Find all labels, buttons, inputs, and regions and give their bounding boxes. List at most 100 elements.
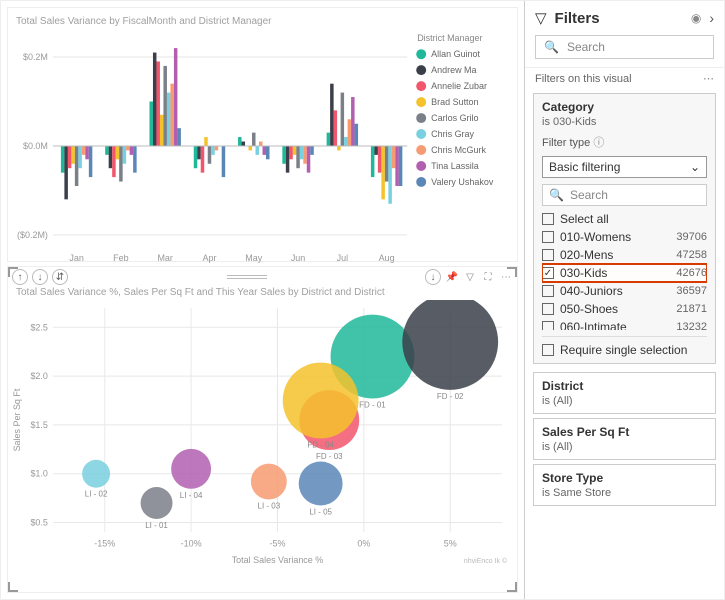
filter-type-label: Filter type ⓘ <box>542 134 707 150</box>
checkbox-icon: ✓ <box>542 267 554 279</box>
svg-text:0%: 0% <box>357 538 370 548</box>
focus-icon[interactable]: ⛶ <box>481 269 495 285</box>
option-label: 010-Womens <box>560 230 670 244</box>
checkbox-icon <box>542 321 554 330</box>
svg-text:-15%: -15% <box>94 538 115 548</box>
search-icon: 🔍 <box>549 188 564 202</box>
filter-option[interactable]: Select all <box>542 210 707 228</box>
svg-text:($0.2M): ($0.2M) <box>17 230 48 240</box>
svg-text:Total Sales Variance %: Total Sales Variance % <box>232 555 324 565</box>
svg-text:Valery Ushakov: Valery Ushakov <box>431 177 494 187</box>
filter-card[interactable]: District is (All) <box>533 372 716 414</box>
svg-text:Andrew Ma: Andrew Ma <box>431 65 476 75</box>
pin-icon[interactable]: 📌 <box>445 269 459 285</box>
svg-text:5%: 5% <box>444 538 457 548</box>
svg-text:$1.0: $1.0 <box>30 469 47 479</box>
option-count: 36597 <box>676 285 707 297</box>
scatter-chart-title: Total Sales Variance %, Sales Per Sq Ft … <box>8 285 517 300</box>
svg-text:Feb: Feb <box>113 253 128 263</box>
svg-text:$1.5: $1.5 <box>30 420 47 430</box>
filter-pane-search[interactable]: 🔍 Search <box>535 35 714 59</box>
option-label: 030-Kids <box>560 266 670 280</box>
svg-text:Jul: Jul <box>337 253 348 263</box>
filter-option[interactable]: ✓ 030-Kids 42676 <box>542 264 707 282</box>
checkbox-icon <box>542 285 554 297</box>
scatter-chart-card[interactable]: ↑ ↓ ⇵ ↓ 📌 ▽ ⛶ ⋯ Total Sales Variance %, … <box>7 266 518 593</box>
svg-text:May: May <box>245 253 262 263</box>
filter-options-list: Select all 010-Womens 39706 020-Mens 472… <box>542 210 707 330</box>
visual-toolbar: ↑ ↓ ⇵ ↓ 📌 ▽ ⛶ ⋯ <box>12 269 513 285</box>
filter-icon: ▽ <box>535 9 547 27</box>
option-label: 050-Shoes <box>560 302 670 316</box>
svg-text:$0.5: $0.5 <box>30 518 47 528</box>
svg-text:FD - 04: FD - 04 <box>307 440 334 449</box>
filter-state: is (All) <box>542 395 707 407</box>
filter-name: Sales Per Sq Ft <box>542 425 707 439</box>
filter-state: is (All) <box>542 441 707 453</box>
option-count: 13232 <box>676 321 707 330</box>
svg-text:Apr: Apr <box>202 253 216 263</box>
filter-name: Store Type <box>542 471 707 485</box>
export-icon[interactable]: ↓ <box>425 269 441 285</box>
filter-option[interactable]: 040-Juniors 36597 <box>542 282 707 300</box>
info-icon[interactable]: ⓘ <box>593 137 604 149</box>
filter-pane-header: ▽ Filters ◉ › <box>525 1 724 35</box>
search-icon: 🔍 <box>544 40 559 54</box>
filter-option[interactable]: 020-Mens 47258 <box>542 246 707 264</box>
filter-value-search[interactable]: 🔍 Search <box>542 184 707 206</box>
chevron-right-icon[interactable]: › <box>709 10 714 26</box>
svg-text:Carlos Grilo: Carlos Grilo <box>431 113 478 123</box>
filter-icon[interactable]: ▽ <box>463 269 477 285</box>
bar-chart-card[interactable]: Total Sales Variance by FiscalMonth and … <box>7 7 518 262</box>
filter-type-dropdown[interactable]: Basic filtering ⌄ <box>542 156 707 178</box>
more-icon[interactable]: ⋯ <box>499 269 513 285</box>
option-count: 39706 <box>676 231 707 243</box>
svg-text:LI - 05: LI - 05 <box>309 507 332 516</box>
svg-text:-5%: -5% <box>269 538 285 548</box>
filter-pane-title: Filters <box>555 10 683 27</box>
svg-text:Jan: Jan <box>69 253 83 263</box>
bar-chart-title: Total Sales Variance by FiscalMonth and … <box>8 8 517 29</box>
search-placeholder: Search <box>567 40 605 54</box>
checkbox-icon <box>542 249 554 261</box>
svg-text:District Manager: District Manager <box>417 33 482 43</box>
drag-handle-icon[interactable] <box>227 275 267 279</box>
svg-text:-10%: -10% <box>181 538 202 548</box>
category-filter-card[interactable]: Category is 030-Kids Filter type ⓘ Basic… <box>533 93 716 364</box>
filter-state: is Same Store <box>542 487 707 499</box>
option-count: 47258 <box>676 249 707 261</box>
filter-card[interactable]: Store Type is Same Store <box>533 464 716 506</box>
filter-option[interactable]: 060-Intimate 13232 <box>542 318 707 330</box>
checkbox-icon <box>542 231 554 243</box>
svg-text:Chris McGurk: Chris McGurk <box>431 145 486 155</box>
svg-text:FD - 01: FD - 01 <box>359 400 386 409</box>
filter-option[interactable]: 010-Womens 39706 <box>542 228 707 246</box>
drill-down-icon[interactable]: ↓ <box>32 269 48 285</box>
svg-text:Mar: Mar <box>157 253 172 263</box>
svg-text:Brad Sutton: Brad Sutton <box>431 97 478 107</box>
filter-card[interactable]: Sales Per Sq Ft is (All) <box>533 418 716 460</box>
filter-name: District <box>542 379 707 393</box>
svg-text:FD - 02: FD - 02 <box>437 392 464 401</box>
drill-up-icon[interactable]: ↑ <box>12 269 28 285</box>
more-icon[interactable]: ⋯ <box>703 72 714 85</box>
expand-icon[interactable]: ⇵ <box>52 269 68 285</box>
require-single-selection[interactable]: Require single selection <box>542 336 707 357</box>
report-canvas: Total Sales Variance by FiscalMonth and … <box>1 1 524 599</box>
scatter-chart-svg: $0.5$1.0$1.5$2.0$2.5-15%-10%-5%0%5%FD - … <box>8 300 517 570</box>
svg-text:Allan Guinot: Allan Guinot <box>431 49 480 59</box>
chevron-down-icon: ⌄ <box>690 160 700 174</box>
other-filters-container: District is (All)Sales Per Sq Ft is (All… <box>525 368 724 510</box>
svg-text:$2.5: $2.5 <box>30 322 47 332</box>
filter-name: Category <box>542 100 707 114</box>
svg-text:LI - 03: LI - 03 <box>258 501 281 510</box>
option-label: Select all <box>560 212 701 226</box>
eye-icon[interactable]: ◉ <box>691 11 701 25</box>
svg-text:Chris Gray: Chris Gray <box>431 129 474 139</box>
filter-option[interactable]: 050-Shoes 21871 <box>542 300 707 318</box>
filter-state: is 030-Kids <box>542 116 707 128</box>
filters-on-visual-label: Filters on this visual ⋯ <box>525 67 724 89</box>
svg-text:FD - 03: FD - 03 <box>316 452 343 461</box>
selection-corner <box>507 582 517 592</box>
option-label: 040-Juniors <box>560 284 670 298</box>
